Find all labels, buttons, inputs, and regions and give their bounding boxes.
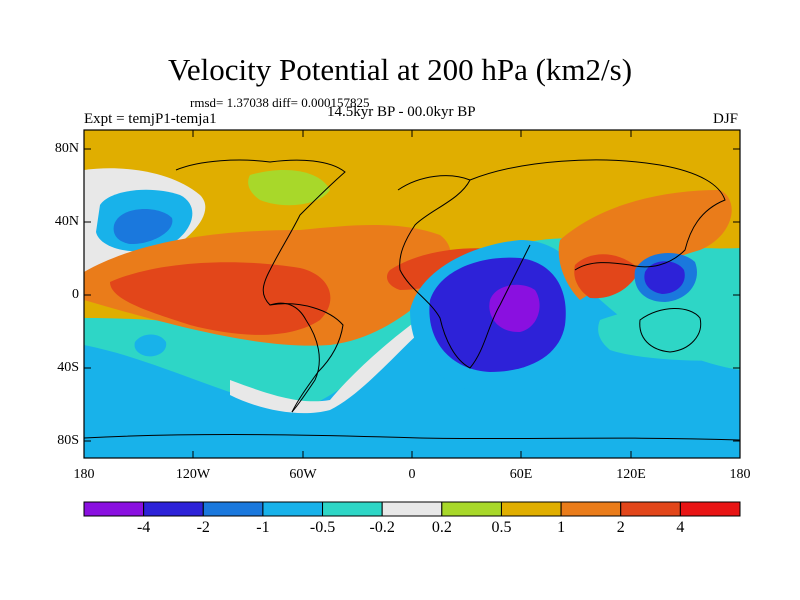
lat-label-80n: 80N [54,141,79,156]
lat-label-40s: 40S [57,360,79,375]
period-label: 14.5kyr BP - 00.0kyr BP [327,104,476,120]
lat-label-80s: 80S [57,433,79,448]
west-pacific-core [644,261,685,294]
axis-ticks [83,130,741,458]
south-pacific-spot [134,334,167,357]
colorbar-swatch [441,501,502,517]
coastline-antarctica [83,434,741,441]
lon-label-180e: 180 [729,467,751,482]
colorbar [83,501,741,517]
colorbar-swatch [500,501,562,517]
south-asia-core [574,254,640,299]
coastline-europe-africa [397,175,531,369]
lon-label-120w: 120W [175,467,211,482]
north-america-yellowgreen [248,170,330,206]
coastline-australia [639,308,702,353]
season-label: DJF [712,111,738,127]
south-atlantic-white [230,318,420,414]
lon-label-60e: 60E [509,467,533,482]
coastline-north-america [175,159,346,413]
colorbar-label: 0.5 [491,519,512,536]
experiment-label: Expt = temjP1-temja1 [84,111,217,127]
coastlines [83,159,741,441]
map-title: Velocity Potential at 200 hPa (km2/s) [167,52,633,87]
colorbar-label: -4 [136,519,151,536]
coastline-asia [469,159,726,271]
colorbar-label: -0.5 [309,519,336,536]
indian-ocean-core [489,284,540,333]
coastline-south-america [269,303,344,413]
lon-label-60w: 60W [289,467,317,482]
colorbar-swatch [679,501,741,517]
lat-label-40n: 40N [54,214,79,229]
colorbar-swatch [322,501,383,517]
colorbar-swatch [381,501,443,517]
lon-label-120e: 120E [616,467,646,482]
colorbar-label: 0.2 [431,519,452,536]
tropical-positive-core [110,262,331,335]
colorbar-label: -2 [196,519,210,536]
colorbar-swatch [143,501,204,517]
lon-label-180w: 180 [73,467,95,482]
colorbar-label: 2 [616,519,625,536]
colorbar-label: -0.2 [369,519,395,536]
lat-label-0: 0 [72,287,79,302]
colorbar-swatch [560,501,622,517]
colorbar-swatch [620,501,681,517]
colorbar-label: -1 [256,519,270,536]
south-pacific-cyan [598,303,740,361]
rmsd-diff-stats: rmsd= 1.37038 diff= 0.000157825 [190,95,370,110]
colorbar-label: 4 [676,519,685,536]
north-pacific-core [113,208,173,245]
contour-field [84,130,740,458]
colorbar-swatch [83,501,145,517]
colorbar-label: 1 [557,519,566,536]
lon-label-0: 0 [408,467,416,482]
colorbar-swatch [262,501,324,517]
colorbar-swatch [202,501,264,517]
